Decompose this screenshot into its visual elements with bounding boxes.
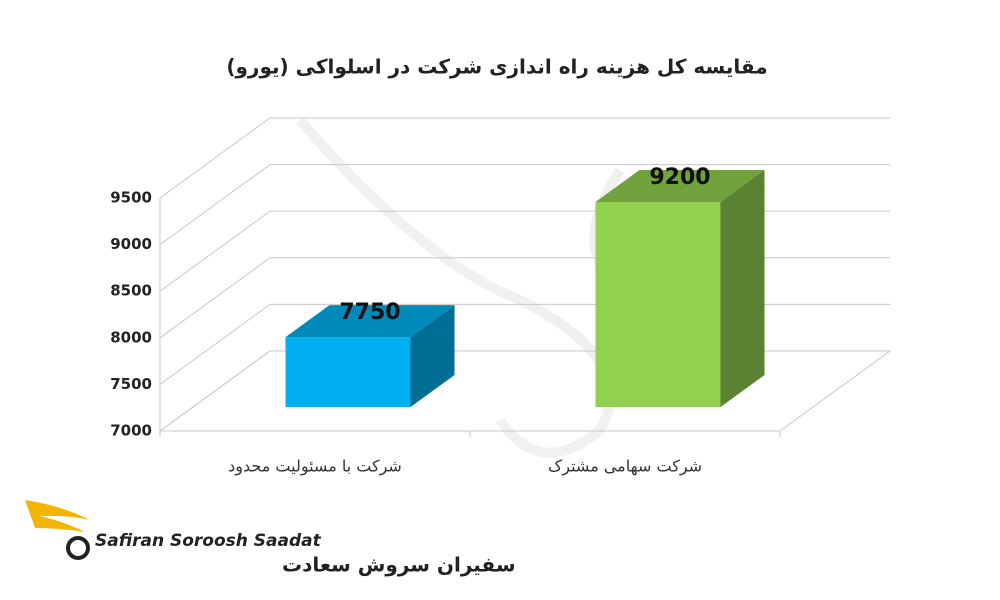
logo: Safiran Soroosh Saadat سفیران سروش سعادت <box>25 500 516 577</box>
grid-line <box>159 303 890 385</box>
bar-top <box>285 305 455 338</box>
y-tick-label: 8500 <box>110 282 152 300</box>
logo-swirl <box>66 536 90 560</box>
y-tick-label: 8000 <box>110 328 152 346</box>
bar-top <box>595 169 765 202</box>
y-tick-label: 9500 <box>110 189 152 207</box>
y-tick-label: 7000 <box>110 422 152 440</box>
value-label: 7750 <box>339 300 400 325</box>
y-tick-label: 9000 <box>110 235 152 253</box>
grid-line <box>159 350 890 432</box>
grid-line <box>159 164 890 246</box>
x-tick-label: شرکت سهامی مشترک <box>548 457 702 477</box>
grid-line <box>159 117 890 199</box>
bar <box>285 337 411 407</box>
y-tick-label: 7500 <box>110 375 152 393</box>
bar-side <box>720 169 765 407</box>
x-tick-label: شرکت با مسئولیت محدود <box>228 457 402 477</box>
bar <box>595 201 721 407</box>
logo-wing <box>25 500 90 532</box>
logo-latin: Safiran Soroosh Saadat <box>95 531 322 551</box>
grid-line <box>159 210 890 292</box>
logo-persian: سفیران سروش سعادت <box>282 553 516 577</box>
floor <box>158 350 891 432</box>
bar-side <box>410 305 455 407</box>
chart-title: مقایسه کل هزینه راه اندازی شرکت در اسلوا… <box>226 55 767 79</box>
value-label: 9200 <box>649 165 710 190</box>
